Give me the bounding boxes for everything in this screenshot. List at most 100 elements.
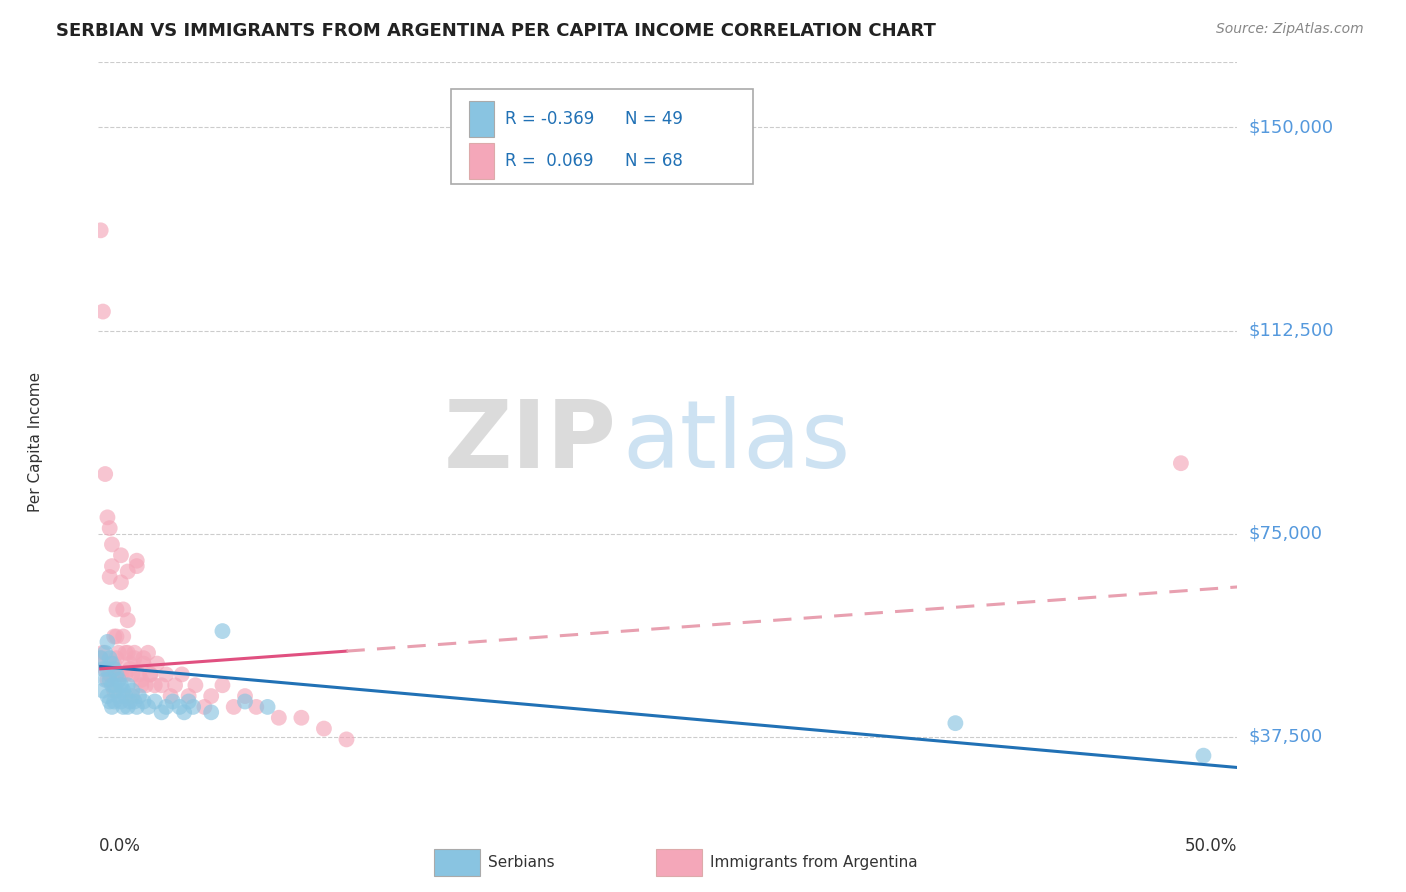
Point bbox=[118, 657, 141, 671]
Point bbox=[96, 635, 118, 649]
Point bbox=[124, 651, 146, 665]
Point bbox=[121, 689, 143, 703]
Point bbox=[110, 575, 132, 590]
Point bbox=[94, 467, 117, 481]
Point bbox=[200, 689, 222, 703]
Point bbox=[200, 706, 222, 720]
Point bbox=[1192, 748, 1215, 763]
Point bbox=[290, 711, 312, 725]
Point bbox=[222, 699, 245, 714]
Point bbox=[101, 537, 124, 551]
Text: Per Capita Income: Per Capita Income bbox=[28, 371, 44, 512]
Point bbox=[117, 678, 139, 692]
Text: 0.0%: 0.0% bbox=[98, 837, 141, 855]
Bar bbox=[657, 848, 702, 876]
Text: R = -0.369: R = -0.369 bbox=[505, 110, 595, 128]
Text: atlas: atlas bbox=[623, 395, 851, 488]
Point bbox=[107, 646, 129, 660]
Point bbox=[118, 694, 141, 708]
Point bbox=[112, 602, 135, 616]
Point bbox=[150, 706, 173, 720]
Point bbox=[114, 667, 136, 681]
Point bbox=[121, 683, 143, 698]
Point bbox=[150, 678, 173, 692]
Point bbox=[114, 646, 136, 660]
Text: $75,000: $75,000 bbox=[1249, 524, 1323, 542]
Point bbox=[98, 651, 121, 665]
Point bbox=[129, 673, 152, 687]
Point bbox=[169, 699, 191, 714]
Point bbox=[118, 662, 141, 676]
Point bbox=[91, 646, 114, 660]
Point bbox=[114, 689, 136, 703]
Point bbox=[177, 689, 200, 703]
Text: SERBIAN VS IMMIGRANTS FROM ARGENTINA PER CAPITA INCOME CORRELATION CHART: SERBIAN VS IMMIGRANTS FROM ARGENTINA PER… bbox=[56, 22, 936, 40]
Point bbox=[170, 667, 193, 681]
Point bbox=[98, 673, 121, 687]
Point bbox=[103, 630, 125, 644]
Point bbox=[233, 689, 256, 703]
Point bbox=[132, 657, 155, 671]
Text: Serbians: Serbians bbox=[488, 855, 554, 870]
Point bbox=[132, 694, 155, 708]
Point bbox=[107, 673, 129, 687]
Point bbox=[125, 559, 148, 574]
Text: Immigrants from Argentina: Immigrants from Argentina bbox=[710, 855, 918, 870]
Point bbox=[124, 646, 146, 660]
Point bbox=[96, 673, 118, 687]
Point bbox=[103, 662, 125, 676]
Point bbox=[132, 651, 155, 665]
Point bbox=[105, 651, 128, 665]
Point bbox=[136, 646, 159, 660]
Point bbox=[98, 521, 121, 535]
Point bbox=[96, 689, 118, 703]
Point bbox=[165, 678, 187, 692]
Point bbox=[96, 662, 118, 676]
Point bbox=[90, 651, 112, 665]
Point bbox=[105, 667, 128, 681]
Point bbox=[184, 678, 207, 692]
Text: $37,500: $37,500 bbox=[1249, 728, 1323, 746]
Point bbox=[121, 667, 143, 681]
Point bbox=[103, 657, 125, 671]
Point bbox=[125, 699, 148, 714]
Point bbox=[91, 304, 114, 318]
Point bbox=[128, 689, 150, 703]
Point bbox=[136, 699, 159, 714]
Point bbox=[117, 565, 139, 579]
Point bbox=[112, 683, 135, 698]
Point bbox=[125, 554, 148, 568]
Point bbox=[110, 667, 132, 681]
Point bbox=[105, 683, 128, 698]
Text: N = 68: N = 68 bbox=[624, 152, 682, 169]
Point bbox=[267, 711, 290, 725]
Point bbox=[98, 694, 121, 708]
Point bbox=[98, 570, 121, 584]
Text: Source: ZipAtlas.com: Source: ZipAtlas.com bbox=[1216, 22, 1364, 37]
Point bbox=[105, 602, 128, 616]
Point bbox=[211, 624, 233, 639]
Text: ZIP: ZIP bbox=[444, 395, 617, 488]
Point bbox=[90, 223, 112, 237]
Bar bbox=[434, 848, 479, 876]
Text: R =  0.069: R = 0.069 bbox=[505, 152, 593, 169]
Point bbox=[112, 699, 135, 714]
Point bbox=[112, 630, 135, 644]
Point bbox=[181, 699, 204, 714]
Point bbox=[245, 699, 267, 714]
Point bbox=[129, 678, 152, 692]
Point bbox=[173, 706, 195, 720]
Point bbox=[105, 630, 128, 644]
Text: N = 49: N = 49 bbox=[624, 110, 682, 128]
Point bbox=[312, 722, 335, 736]
Point bbox=[94, 673, 117, 687]
Point bbox=[945, 716, 967, 731]
Text: $150,000: $150,000 bbox=[1249, 119, 1333, 136]
Point bbox=[94, 646, 117, 660]
Point bbox=[96, 510, 118, 524]
Point bbox=[143, 678, 166, 692]
Point bbox=[98, 667, 121, 681]
Point bbox=[117, 613, 139, 627]
Point bbox=[128, 667, 150, 681]
Point bbox=[139, 667, 162, 681]
